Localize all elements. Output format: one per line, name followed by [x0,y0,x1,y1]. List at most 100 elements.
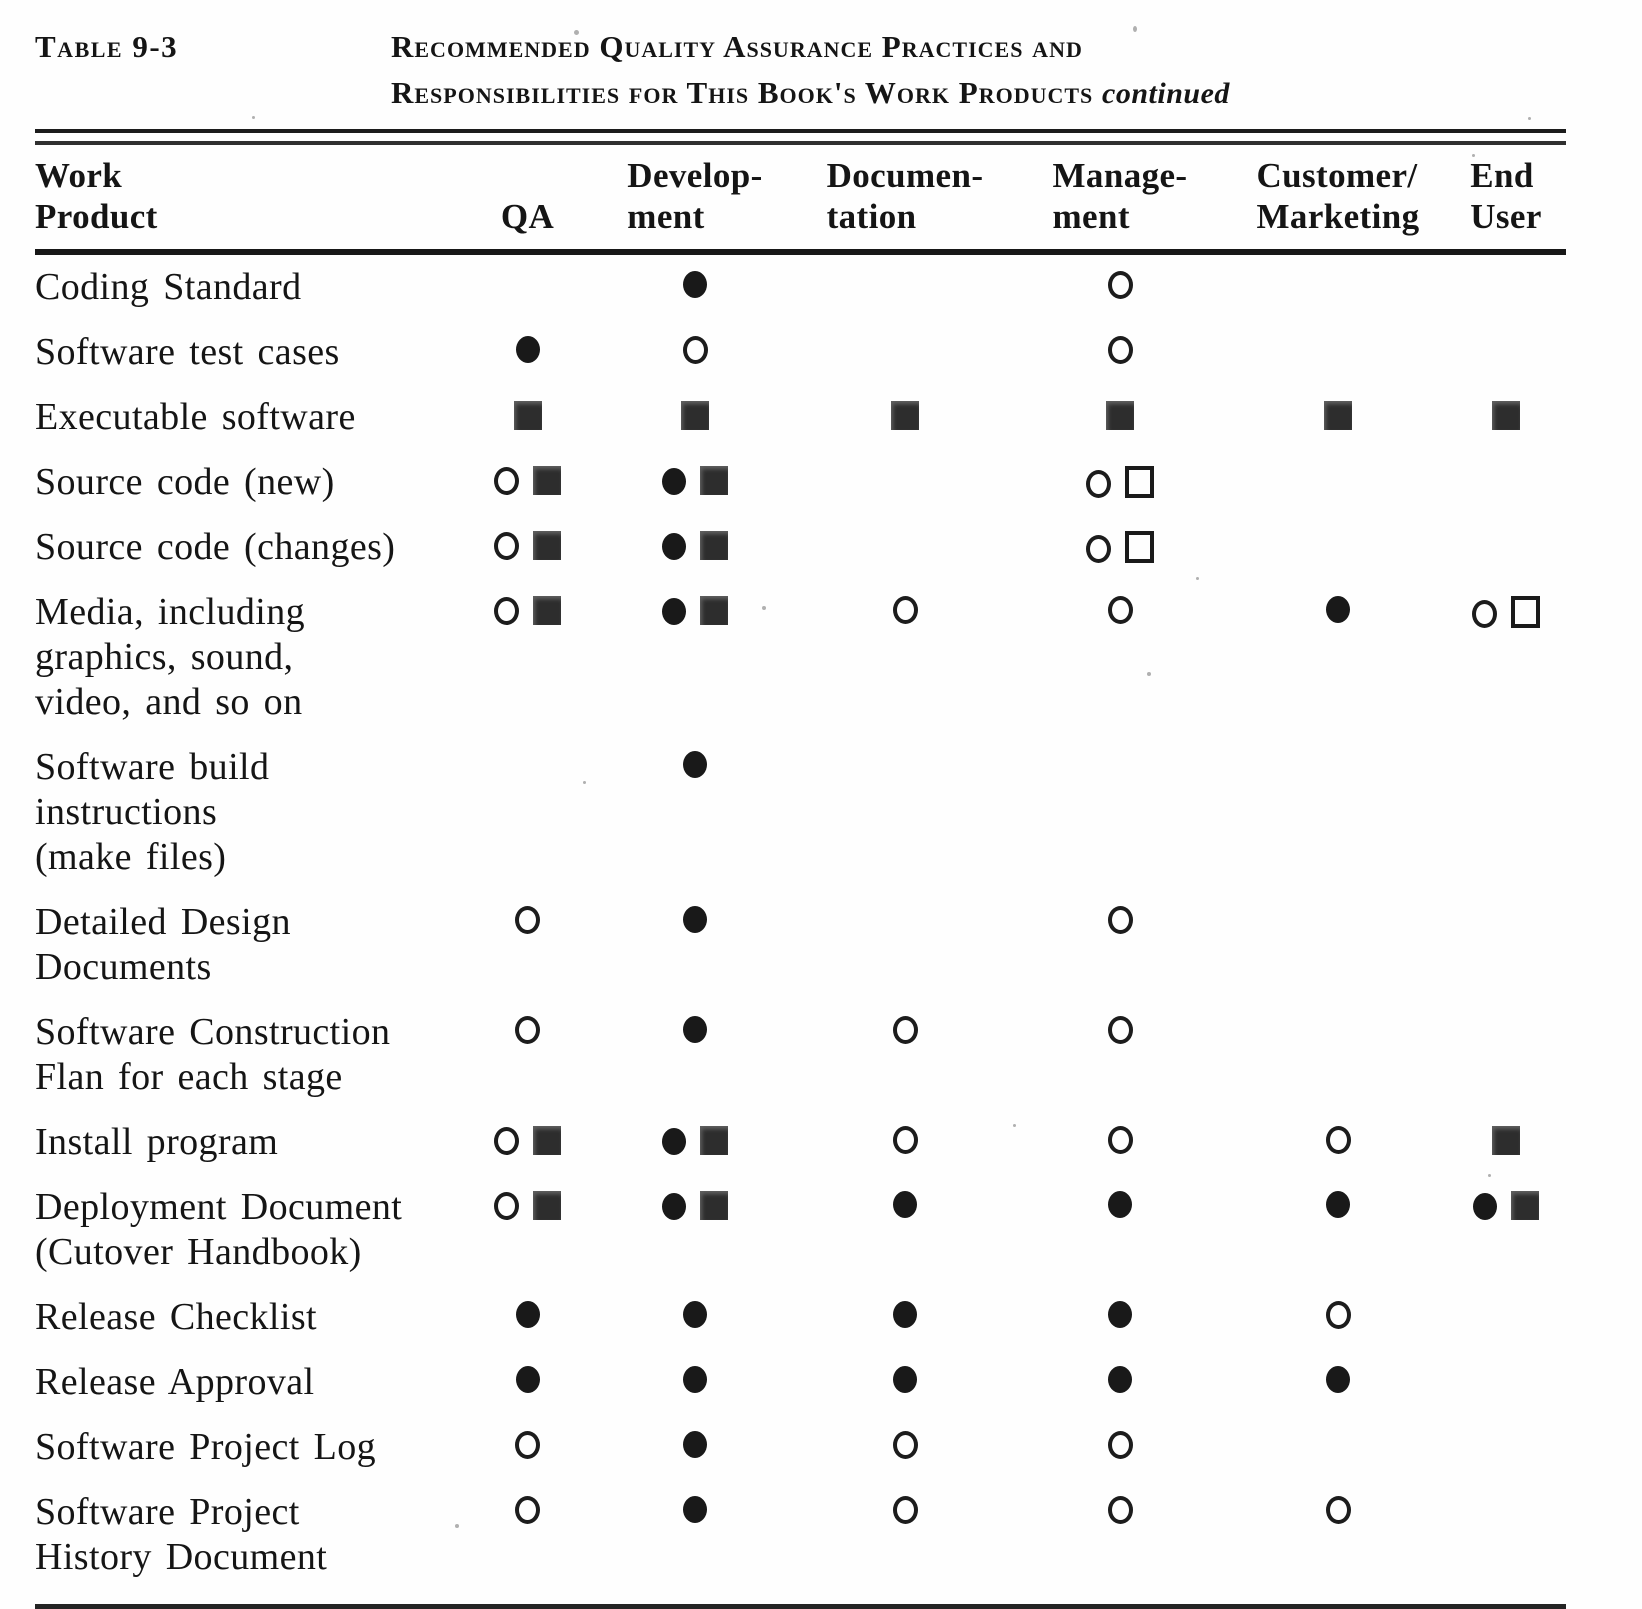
filled-circle-icon [683,1301,707,1328]
filled-square-icon [1492,1126,1520,1155]
cell-customer_marketing [1230,580,1446,735]
cell-end_user [1446,385,1566,450]
filled-square-icon [533,531,561,560]
cell-development [590,735,800,890]
cell-development [590,515,800,580]
open-circle-icon [515,1431,540,1459]
cell-end_user [1446,1000,1566,1110]
table-caption: Table 9-3 Recommended Quality Assurance … [35,24,1642,117]
table-row: Release Approval [35,1350,1566,1415]
cell-end_user [1446,735,1566,890]
filled-circle-icon [683,1496,707,1523]
filled-circle-icon [662,468,686,495]
filled-square-icon [700,1191,728,1220]
cell-documentation [800,320,1010,385]
cell-documentation [800,735,1010,890]
cell-development [590,1350,800,1415]
cell-qa [465,890,590,1000]
cell-documentation [800,1000,1010,1110]
filled-circle-icon [515,1366,540,1393]
open-circle-icon [494,532,519,560]
cell-development [590,1175,800,1285]
work-product-name: Software test cases [35,331,340,373]
filled-square-icon [533,466,561,495]
cell-management [1010,580,1230,735]
filled-circle-icon [1326,1191,1350,1218]
cell-management [1010,1350,1230,1415]
cell-development [590,450,800,515]
cell-documentation [800,450,1010,515]
cell-end_user [1446,515,1566,580]
filled-square-icon [1106,401,1134,430]
table-title-line2: Responsibilities for This Book's Work Pr… [391,75,1230,110]
work-product-name: Coding Standard [35,266,302,308]
filled-circle-icon [662,533,686,560]
cell-qa [465,1415,590,1480]
open-circle-icon [682,336,708,364]
cell-customer_marketing [1230,890,1446,1000]
open-circle-icon [892,1496,918,1524]
table-label: Table 9-3 [35,29,179,64]
cell-qa [465,1285,590,1350]
filled-circle-icon [683,1431,707,1458]
open-circle-icon [892,1016,918,1044]
cell-customer_marketing [1230,1350,1446,1415]
cell-documentation [800,1110,1010,1175]
filled-circle-icon [515,336,540,363]
open-square-icon [1511,596,1540,628]
filled-square-icon [700,466,728,495]
continued-note: continued [1102,77,1230,110]
filled-square-icon [533,596,561,625]
filled-square-icon [700,1126,728,1155]
cell-qa [465,735,590,890]
column-header-documentation: Documen-tation [800,145,1010,255]
cell-end_user [1446,320,1566,385]
open-circle-icon [1107,1496,1133,1524]
filled-square-icon [1324,401,1352,430]
cell-development [590,1480,800,1590]
work-product-name: Software build instructions (make files) [35,746,270,878]
work-product-name: Software Project History Document [35,1491,328,1578]
work-product-name: Source code (changes) [35,526,396,568]
open-circle-icon [1107,336,1133,364]
cell-customer_marketing [1230,1110,1446,1175]
cell-documentation [800,1415,1010,1480]
table-bottom-rule [35,1604,1566,1609]
open-circle-icon [515,906,540,934]
work-product-name: Install program [35,1121,279,1163]
work-product-name: Release Checklist [35,1296,317,1338]
cell-qa [465,515,590,580]
filled-circle-icon [683,271,707,298]
cell-management [1010,735,1230,890]
cell-qa [465,385,590,450]
work-product-name: Media, including graphics, sound, video, a… [35,591,306,723]
open-circle-icon [494,597,519,625]
column-header-end_user: End User [1446,145,1566,255]
work-product-name: Release Approval [35,1361,315,1403]
qa-practices-table: Work Product QA Develop-ment Documen-tation M… [35,145,1566,1590]
cell-customer_marketing [1230,1480,1446,1590]
cell-qa [465,1000,590,1110]
filled-square-icon [681,401,709,430]
filled-circle-icon [662,1193,686,1220]
cell-qa [465,1110,590,1175]
cell-management [1010,320,1230,385]
cell-development [590,1110,800,1175]
filled-square-icon [1492,401,1520,430]
cell-customer_marketing [1230,385,1446,450]
table-title-line1: Recommended Quality Assurance Practices … [391,29,1083,64]
open-circle-icon [1086,535,1111,563]
cell-development [590,320,800,385]
filled-square-icon [513,401,542,430]
cell-development [590,1415,800,1480]
open-circle-icon [892,596,918,624]
filled-circle-icon [683,1016,707,1043]
cell-management [1010,1000,1230,1110]
table-row: Software Construction Flan for each stage [35,1000,1566,1110]
cell-end_user [1446,1415,1566,1480]
open-circle-icon [494,467,519,495]
open-circle-icon [1325,1126,1351,1154]
cell-customer_marketing [1230,1285,1446,1350]
table-row: Media, including graphics, sound, video, a… [35,580,1566,735]
cell-customer_marketing [1230,735,1446,890]
